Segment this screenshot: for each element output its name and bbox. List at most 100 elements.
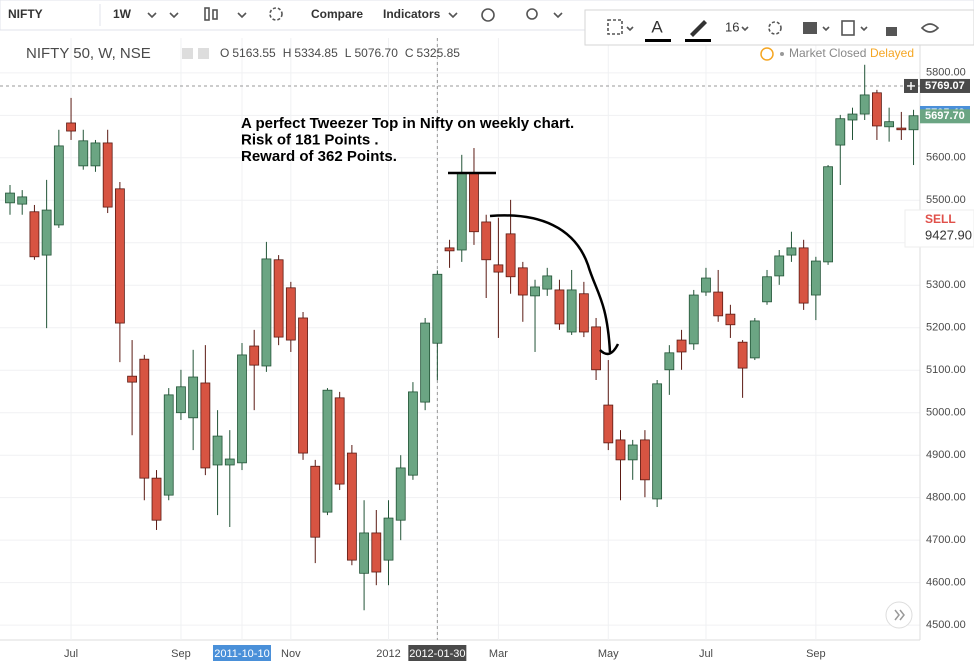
x-tick-label: Jul bbox=[64, 648, 78, 660]
x-tick-label: Nov bbox=[281, 648, 301, 660]
line-color-swatch bbox=[685, 39, 711, 42]
candle-body bbox=[725, 313, 736, 326]
text-color-icon[interactable]: A bbox=[651, 17, 663, 36]
y-tick-label: 5600.00 bbox=[926, 152, 966, 164]
candle-body bbox=[334, 397, 345, 485]
price-tag bbox=[920, 78, 970, 93]
scroll-icon bbox=[894, 609, 905, 621]
candle-body bbox=[249, 345, 260, 366]
candle-body bbox=[285, 287, 296, 341]
dropdown[interactable] bbox=[237, 12, 247, 19]
candle-body bbox=[823, 166, 833, 263]
candle-body bbox=[640, 439, 650, 481]
candle-body bbox=[835, 118, 846, 146]
candle-body bbox=[566, 289, 577, 333]
dropdown[interactable] bbox=[626, 26, 634, 32]
compare-button[interactable]: Compare bbox=[311, 7, 363, 21]
warning-icon bbox=[760, 47, 774, 61]
legend-icon[interactable] bbox=[198, 48, 209, 59]
line-color-icon[interactable] bbox=[690, 20, 707, 37]
highlighted-date-bg bbox=[408, 645, 467, 661]
candle-body bbox=[591, 326, 601, 371]
dropdown[interactable] bbox=[822, 26, 830, 32]
candle-body bbox=[224, 458, 235, 466]
delay-status: Delayed bbox=[870, 46, 914, 60]
dropdown[interactable] bbox=[741, 26, 749, 32]
text-color-swatch bbox=[645, 39, 671, 42]
candle-body bbox=[237, 354, 247, 464]
candle-body bbox=[517, 267, 528, 296]
replay-button[interactable] bbox=[526, 8, 538, 20]
legend-icon[interactable] bbox=[182, 48, 193, 59]
alert-button[interactable] bbox=[481, 8, 495, 22]
clone-button[interactable] bbox=[841, 20, 855, 36]
dropdown[interactable] bbox=[448, 12, 458, 19]
lock-button[interactable] bbox=[886, 27, 897, 36]
price-tag-label: 5697.70 bbox=[925, 110, 965, 122]
visual-order[interactable] bbox=[803, 22, 817, 34]
candle-body bbox=[847, 113, 858, 121]
candle-body bbox=[200, 382, 211, 469]
candle-body bbox=[432, 273, 443, 344]
candle-body bbox=[627, 444, 638, 461]
symbol-search[interactable]: NIFTY bbox=[8, 7, 43, 21]
candle-body bbox=[273, 259, 284, 338]
indicators-button[interactable]: Indicators bbox=[383, 7, 441, 21]
hide-button[interactable] bbox=[920, 23, 940, 33]
drawing-toolbar bbox=[584, 9, 974, 46]
candle-body bbox=[66, 122, 76, 132]
settings-button[interactable] bbox=[269, 7, 283, 21]
candle-body bbox=[114, 188, 125, 324]
candle-body bbox=[615, 439, 626, 461]
candle-body bbox=[701, 277, 711, 293]
select-tool[interactable] bbox=[607, 19, 623, 35]
interval-dropdown[interactable] bbox=[147, 12, 157, 19]
price-tag bbox=[920, 109, 970, 124]
drawing-settings[interactable] bbox=[768, 21, 782, 35]
sell-button[interactable] bbox=[904, 209, 974, 248]
dropdown[interactable] bbox=[553, 12, 563, 19]
x-tick-label: Mar bbox=[489, 648, 508, 660]
candle-body bbox=[481, 221, 492, 261]
candle-body bbox=[493, 264, 504, 273]
candle-body bbox=[41, 209, 52, 256]
candle-body bbox=[383, 517, 394, 561]
plot: 4500.00 4600.00 4700.00 4800.00 4900.00 5000.… bbox=[0, 38, 970, 661]
status-dot bbox=[780, 52, 784, 56]
x-tick-label: 2012 bbox=[376, 648, 400, 660]
candle-body bbox=[713, 291, 724, 317]
candle-body bbox=[786, 247, 797, 256]
dropdown[interactable] bbox=[860, 26, 868, 32]
font-size[interactable]: 16 bbox=[725, 19, 739, 34]
chart-type-button[interactable] bbox=[204, 7, 218, 21]
candle-body bbox=[90, 142, 101, 167]
candle-body bbox=[505, 233, 516, 278]
x-tick-label: Sep bbox=[806, 648, 826, 660]
candle-body bbox=[261, 258, 272, 367]
add-icon bbox=[907, 81, 915, 90]
arrow-drawing bbox=[489, 214, 620, 356]
sell-label[interactable]: SELL bbox=[925, 212, 956, 226]
candle-body bbox=[774, 255, 785, 277]
candle-body bbox=[578, 293, 589, 333]
y-tick-label: 4500.00 bbox=[926, 619, 966, 631]
interval[interactable]: 1W bbox=[113, 7, 132, 21]
sell-price[interactable]: 9427.90 bbox=[925, 227, 972, 242]
candle-body bbox=[53, 145, 64, 226]
candle-body bbox=[420, 322, 431, 403]
candle-body bbox=[762, 276, 772, 303]
y-tick-label: 5200.00 bbox=[926, 322, 966, 334]
candle-body bbox=[151, 477, 162, 521]
x-tick-label: Jul bbox=[699, 648, 713, 660]
candle-body bbox=[884, 121, 895, 128]
dropdown[interactable] bbox=[169, 12, 179, 19]
y-tick-label: 5500.00 bbox=[926, 194, 966, 206]
ohlc-value: 5076.70 bbox=[354, 46, 398, 60]
x-tick-label: May bbox=[598, 648, 619, 660]
market-status: Market Closed bbox=[789, 46, 866, 60]
annotation-line: Reward of 362 Points. bbox=[241, 148, 397, 165]
candle-body bbox=[908, 115, 919, 131]
y-tick-label: 4900.00 bbox=[926, 449, 966, 461]
x-tick-label: 2011-10-10 bbox=[214, 648, 269, 660]
candle-body bbox=[798, 247, 809, 304]
